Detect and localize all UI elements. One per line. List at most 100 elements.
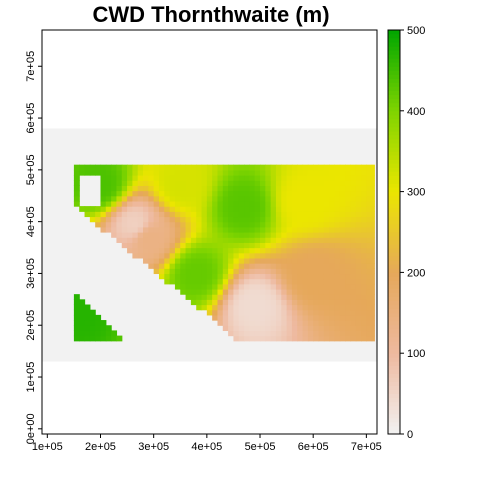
raster-cell	[329, 237, 336, 243]
raster-cell	[244, 169, 250, 176]
raster-cell	[180, 288, 187, 295]
raster-cell	[254, 216, 261, 223]
raster-cell	[222, 252, 229, 259]
raster-cell	[270, 309, 277, 316]
raster-cell	[212, 314, 219, 321]
raster-cell	[100, 335, 107, 342]
raster-cell	[265, 320, 272, 326]
raster-cell	[291, 299, 298, 306]
raster-cell	[180, 185, 187, 192]
colorbar-segment	[388, 187, 400, 192]
raster-cell	[180, 190, 187, 197]
raster-cell	[233, 164, 240, 171]
raster-cell	[345, 294, 352, 300]
raster-cell	[329, 232, 336, 238]
raster-cell	[361, 257, 367, 264]
raster-cell	[185, 180, 192, 186]
raster-cell	[297, 247, 304, 254]
raster-cell	[190, 175, 197, 181]
colorbar-segment	[388, 288, 400, 293]
raster-cell	[286, 299, 293, 306]
raster-cell	[345, 273, 352, 280]
raster-cell	[270, 175, 277, 181]
raster-cell	[84, 164, 91, 171]
raster-cell	[196, 273, 203, 280]
raster-cell	[238, 325, 245, 332]
raster-cell	[339, 268, 346, 275]
raster-cell	[318, 283, 325, 290]
raster-cell	[313, 180, 320, 186]
raster-cell	[217, 232, 224, 238]
raster-cell	[121, 180, 128, 186]
raster-cell	[233, 330, 240, 337]
raster-cell	[249, 190, 256, 197]
raster-cell	[334, 195, 341, 202]
raster-cell	[180, 206, 187, 212]
raster-cell	[105, 206, 112, 212]
raster-cell	[366, 299, 373, 306]
raster-cell	[228, 314, 235, 321]
raster-cell	[313, 257, 320, 264]
raster-cell	[185, 164, 192, 171]
raster-cell	[350, 304, 357, 311]
raster-cell	[222, 175, 229, 181]
raster-cell	[222, 216, 229, 223]
raster-cell	[270, 330, 277, 337]
raster-cell	[281, 309, 288, 316]
raster-cell	[260, 314, 266, 321]
raster-cell	[111, 195, 118, 202]
raster-cell	[313, 211, 320, 218]
raster-cell	[329, 288, 336, 295]
raster-cell	[201, 180, 208, 186]
raster-cell	[132, 180, 139, 186]
raster-cell	[307, 185, 314, 192]
raster-cell	[361, 278, 367, 285]
raster-cell	[371, 211, 375, 218]
raster-cell	[339, 169, 346, 176]
raster-cell	[318, 237, 325, 243]
colorbar-segment	[388, 175, 400, 180]
raster-cell	[201, 185, 208, 192]
colorbar-segment	[388, 215, 400, 221]
raster-cell	[196, 211, 203, 218]
raster-cell	[201, 283, 208, 290]
raster-cell	[318, 288, 325, 295]
raster-cell	[366, 180, 373, 186]
raster-cell	[350, 175, 357, 181]
raster-cell	[318, 232, 325, 238]
raster-cell	[143, 200, 149, 207]
raster-cell	[345, 190, 352, 197]
raster-cell	[148, 247, 155, 254]
raster-cell	[350, 335, 357, 342]
raster-cell	[121, 232, 128, 238]
raster-cell	[260, 237, 266, 243]
raster-cell	[249, 283, 256, 290]
raster-cell	[116, 216, 123, 223]
raster-cell	[212, 211, 219, 218]
raster-cell	[361, 226, 367, 233]
raster-cell	[291, 190, 298, 197]
raster-cell	[244, 320, 250, 326]
raster-cell	[158, 175, 165, 181]
raster-cell	[313, 216, 320, 223]
colorbar-segment	[388, 106, 400, 112]
colorbar-segment	[388, 353, 400, 358]
raster-cell	[371, 278, 375, 285]
raster-cell	[355, 263, 362, 269]
raster-cell	[217, 257, 224, 264]
raster-cell	[281, 299, 288, 306]
colorbar-segment	[388, 381, 400, 386]
raster-cell	[270, 180, 277, 186]
raster-cell	[361, 232, 367, 238]
raster-cell	[323, 283, 330, 290]
raster-cell	[158, 195, 165, 202]
raster-cell	[206, 216, 213, 223]
raster-cell	[313, 273, 320, 280]
raster-cell	[111, 206, 118, 212]
raster-cell	[260, 195, 266, 202]
raster-cell	[143, 195, 149, 202]
raster-cell	[121, 216, 128, 223]
raster-cell	[254, 242, 261, 249]
raster-cell	[254, 252, 261, 259]
raster-cell	[244, 288, 250, 295]
